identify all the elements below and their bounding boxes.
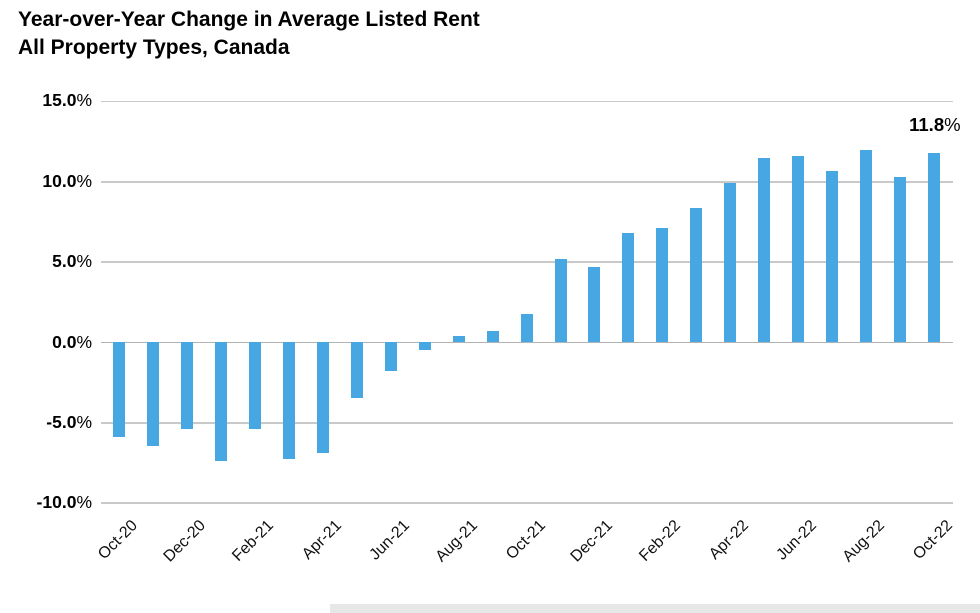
bar-Dec-20 [181,342,194,429]
bar-Mar-22 [690,207,703,343]
x-axis-tick-label: Dec-21 [567,517,617,566]
y-axis-tick-label: -5.0% [46,411,92,432]
bar-Sep-21 [486,331,499,343]
bar-Nov-21 [554,258,567,343]
gridline [101,261,953,263]
x-axis-tick-label: Feb-21 [229,517,278,565]
x-axis-tick-label: Oct-22 [909,517,956,563]
gridline [101,181,953,183]
gridline [101,502,953,504]
bar-Jan-21 [215,342,228,461]
y-axis-tick-label: 5.0% [52,251,92,272]
x-axis-tick-label: Jun-21 [366,517,413,564]
gridline [101,100,953,103]
x-axis-tick-label: Feb-22 [636,517,685,565]
bar-May-21 [350,342,363,399]
x-axis-tick-label: Aug-22 [839,517,888,566]
x-axis-tick-label: Apr-21 [298,517,345,563]
chart-title: Year-over-Year Change in Average Listed … [18,8,480,31]
chart-subtitle: All Property Types, Canada [18,36,290,59]
bar-Jun-21 [384,342,397,371]
bar-Feb-21 [249,342,262,429]
bar-Jun-22 [792,156,805,343]
x-axis-tick-label: Dec-20 [160,517,210,566]
bar-Oct-21 [520,313,533,343]
bar-Jul-21 [418,342,431,351]
bar-Dec-21 [588,266,601,343]
y-axis-tick-label: 10.0% [42,170,92,191]
zero-gridline [101,341,953,344]
bar-Sep-22 [893,176,906,343]
bar-Apr-21 [316,342,329,453]
y-axis-tick-label: -10.0% [36,492,92,513]
x-axis-tick-label: Oct-21 [502,517,549,563]
x-axis-tick-label: Apr-22 [706,517,753,563]
bar-May-22 [758,157,771,343]
bar-Mar-21 [283,342,295,460]
x-axis-tick-label: Jun-22 [773,517,821,564]
bar-Feb-22 [656,228,669,343]
bar-Jan-22 [622,233,635,343]
x-axis-tick-label: Oct-20 [95,517,142,563]
gridline [101,422,953,424]
data-label-latest-value: 11.8% [909,114,961,135]
bar-Oct-20 [113,342,126,437]
y-axis-tick-label: 15.0% [42,90,92,111]
bar-Nov-20 [147,342,160,447]
bar-Jul-22 [826,170,839,343]
x-axis-tick-label: Aug-21 [432,517,481,566]
y-axis-tick-label: 0.0% [52,331,92,352]
bar-Aug-22 [859,149,872,343]
bar-Apr-22 [724,183,737,343]
bar-Aug-21 [452,336,465,343]
bar-Oct-22 [927,152,940,343]
window-edge-strip [330,604,980,613]
